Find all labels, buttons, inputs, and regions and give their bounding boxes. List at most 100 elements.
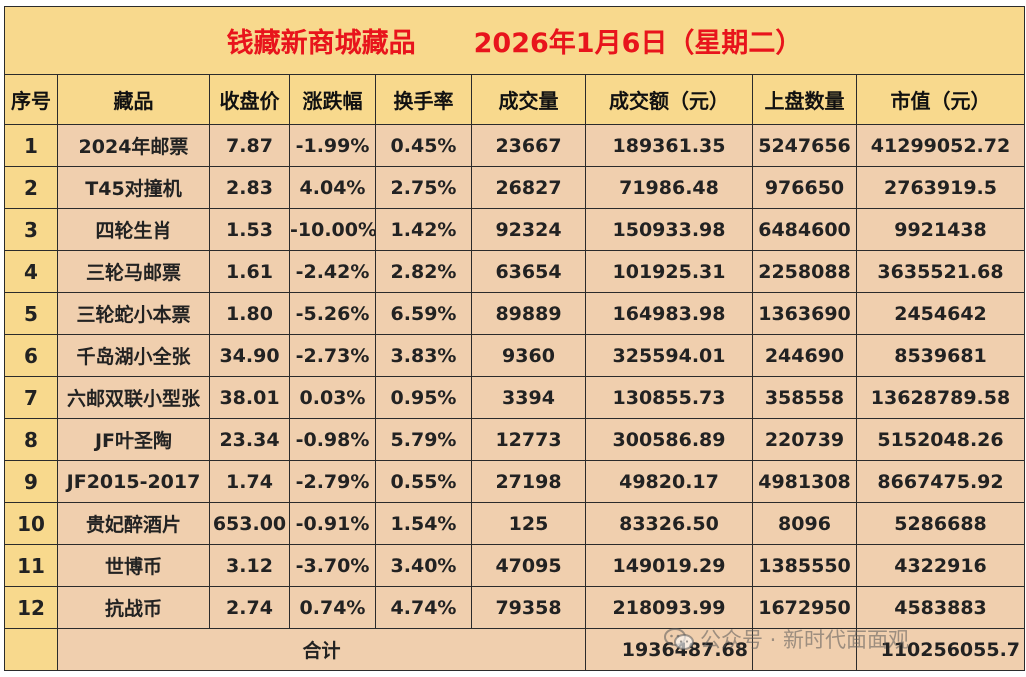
cell-close: 3.12 — [209, 544, 290, 587]
cell-name: 2024年邮票 — [57, 124, 210, 167]
cell-name: 贵妃醉酒片 — [57, 502, 210, 545]
cell-index: 8 — [4, 418, 58, 461]
cell-volume: 92324 — [471, 208, 586, 251]
cell-index: 10 — [4, 502, 58, 545]
cell-close: 1.61 — [209, 250, 290, 293]
table-row: 9 JF2015-2017 1.74 -2.79% 0.55% 27198 49820.17… — [4, 460, 1026, 503]
cell-volume: 27198 — [471, 460, 586, 503]
cell-volume: 47095 — [471, 544, 586, 587]
total-market-value: 110256055.7 — [855, 628, 1026, 671]
total-listed-cell — [752, 628, 857, 671]
cell-volume: 3394 — [471, 376, 586, 419]
cell-turnover-rate: 3.40% — [375, 544, 472, 587]
cell-index: 7 — [4, 376, 58, 419]
title-name: 钱藏新商城藏品 — [226, 28, 416, 59]
cell-turnover: 150933.98 — [585, 208, 753, 251]
cell-turnover: 218093.99 — [585, 586, 753, 629]
cell-index: 9 — [4, 460, 58, 503]
cell-turnover-rate: 0.95% — [375, 376, 472, 419]
cell-change: 0.74% — [289, 586, 376, 629]
cell-index: 5 — [4, 292, 58, 335]
cell-close: 653.00 — [209, 502, 290, 545]
cell-name: 千岛湖小全张 — [57, 334, 210, 377]
cell-turnover: 83326.50 — [585, 502, 753, 545]
cell-turnover-rate: 4.74% — [375, 586, 472, 629]
cell-turnover-rate: 0.45% — [375, 124, 472, 167]
header-row: 序号 藏品 收盘价 涨跌幅 换手率 成交量 成交额（元） 上盘数量 市值（元） — [4, 74, 1026, 125]
cell-turnover-rate: 2.75% — [375, 166, 472, 209]
cell-close: 2.74 — [209, 586, 290, 629]
cell-name: 三轮蛇小本票 — [57, 292, 210, 335]
cell-close: 1.74 — [209, 460, 290, 503]
table-row: 2 T45对撞机 2.83 4.04% 2.75% 26827 71986.48 976650… — [4, 166, 1026, 209]
cell-market-value: 4322916 — [855, 544, 1026, 587]
collectibles-table: 钱藏新商城藏品 2026年1月6日（星期二） 序号 藏品 收盘价 涨跌幅 换手率 … — [3, 6, 1026, 671]
cell-name: JF2015-2017 — [57, 460, 210, 503]
cell-listed: 4981308 — [752, 460, 857, 503]
cell-close: 2.83 — [209, 166, 290, 209]
cell-listed: 8096 — [752, 502, 857, 545]
cell-turnover-rate: 2.82% — [375, 250, 472, 293]
cell-index: 3 — [4, 208, 58, 251]
cell-market-value: 5152048.26 — [855, 418, 1026, 461]
cell-change: -2.42% — [289, 250, 376, 293]
cell-name: T45对撞机 — [57, 166, 210, 209]
cell-turnover: 300586.89 — [585, 418, 753, 461]
cell-index: 4 — [4, 250, 58, 293]
cell-turnover: 101925.31 — [585, 250, 753, 293]
cell-volume: 63654 — [471, 250, 586, 293]
cell-change: -5.26% — [289, 292, 376, 335]
table-row: 1 2024年邮票 7.87 -1.99% 0.45% 23667 189361.35 524… — [4, 124, 1026, 167]
table-row: 6 千岛湖小全张 34.90 -2.73% 3.83% 9360 325594.01 2446… — [4, 334, 1026, 377]
cell-turnover: 189361.35 — [585, 124, 753, 167]
cell-volume: 9360 — [471, 334, 586, 377]
cell-change: -3.70% — [289, 544, 376, 587]
cell-turnover: 130855.73 — [585, 376, 753, 419]
cell-listed: 6484600 — [752, 208, 857, 251]
cell-close: 34.90 — [209, 334, 290, 377]
cell-change: -0.91% — [289, 502, 376, 545]
cell-listed: 5247656 — [752, 124, 857, 167]
total-turnover: 1936487.68 — [585, 628, 753, 671]
cell-market-value: 5286688 — [855, 502, 1026, 545]
cell-index: 6 — [4, 334, 58, 377]
cell-market-value: 13628789.58 — [855, 376, 1026, 419]
cell-change: -1.99% — [289, 124, 376, 167]
cell-market-value: 3635521.68 — [855, 250, 1026, 293]
cell-turnover: 164983.98 — [585, 292, 753, 335]
total-label: 合计 — [57, 628, 586, 671]
title-row: 钱藏新商城藏品 2026年1月6日（星期二） — [3, 6, 1026, 75]
cell-listed: 358558 — [752, 376, 857, 419]
cell-close: 7.87 — [209, 124, 290, 167]
cell-volume: 89889 — [471, 292, 586, 335]
cell-market-value: 8667475.92 — [855, 460, 1026, 503]
cell-volume: 26827 — [471, 166, 586, 209]
total-index-cell — [4, 628, 58, 671]
cell-market-value: 41299052.72 — [855, 124, 1026, 167]
cell-market-value: 8539681 — [855, 334, 1026, 377]
cell-market-value: 9921438 — [855, 208, 1026, 251]
cell-change: 4.04% — [289, 166, 376, 209]
cell-turnover-rate: 5.79% — [375, 418, 472, 461]
cell-listed: 1363690 — [752, 292, 857, 335]
cell-turnover: 149019.29 — [585, 544, 753, 587]
column-header-market-value: 市值（元） — [855, 74, 1026, 125]
table-title: 钱藏新商城藏品 2026年1月6日（星期二） — [3, 6, 1026, 75]
cell-turnover: 71986.48 — [585, 166, 753, 209]
cell-listed: 976650 — [752, 166, 857, 209]
cell-name: 抗战币 — [57, 586, 210, 629]
total-row: 合计 1936487.68 110256055.7 — [4, 628, 1026, 671]
column-header-volume: 成交量 — [471, 74, 586, 125]
cell-close: 38.01 — [209, 376, 290, 419]
table-row: 10 贵妃醉酒片 653.00 -0.91% 1.54% 125 83326.50 8096 5… — [4, 502, 1026, 545]
cell-turnover: 49820.17 — [585, 460, 753, 503]
cell-close: 23.34 — [209, 418, 290, 461]
column-header-listed: 上盘数量 — [752, 74, 857, 125]
cell-name: 三轮马邮票 — [57, 250, 210, 293]
column-header-name: 藏品 — [57, 74, 210, 125]
table-row: 7 六邮双联小型张 38.01 0.03% 0.95% 3394 130855.73 3585… — [4, 376, 1026, 419]
cell-turnover-rate: 3.83% — [375, 334, 472, 377]
cell-volume: 79358 — [471, 586, 586, 629]
cell-index: 11 — [4, 544, 58, 587]
table-row: 3 四轮生肖 1.53 -10.00% 1.42% 92324 150933.98 64846… — [4, 208, 1026, 251]
